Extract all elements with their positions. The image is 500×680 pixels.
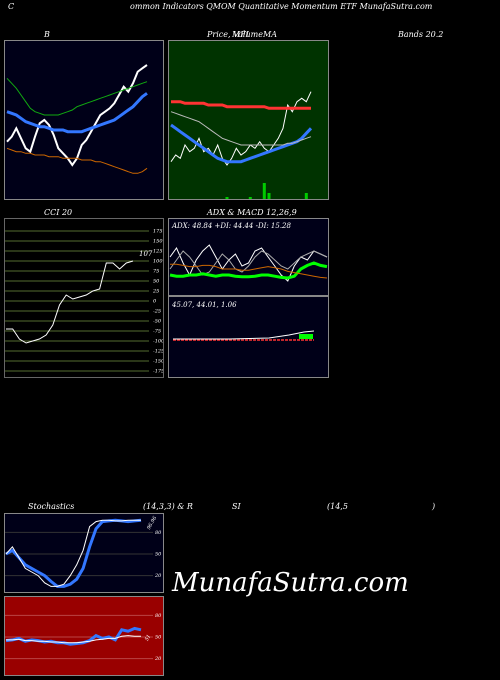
adx-series-1 (169, 250, 328, 276)
cci-tick-label: -100 (153, 339, 163, 345)
header-c: C (8, 2, 15, 11)
cci-tick-label: 125 (153, 249, 163, 255)
cci-tick-label: -175 (153, 369, 163, 375)
rsi-series-1 (6, 635, 141, 644)
adx-series-2 (169, 261, 328, 280)
adx-chart (169, 219, 328, 295)
rsi-tick-label: 80 (155, 613, 162, 619)
cci-tick-label: -50 (153, 319, 162, 325)
price-volume-panel (168, 40, 329, 200)
stochastics-panel: 80 50 20 96.96 (4, 513, 164, 593)
price-volume-chart (169, 41, 328, 199)
cci-tick-label: 150 (153, 239, 163, 245)
cci-tick-label: -25 (153, 309, 161, 315)
price-bg (169, 41, 328, 199)
stoch-tick-label: 50 (155, 552, 162, 558)
volume-bar (262, 183, 266, 199)
cci-value: 107 (139, 250, 153, 258)
rsi-chart: 80 50 20 (5, 597, 163, 675)
rsi-panel: 80 50 20 51 (4, 596, 164, 676)
volume-bar (248, 197, 252, 199)
cci-chart: 175 150 125 100 75 50 25 0 -25 -50 -75 -100 -125 -150… (5, 219, 163, 377)
bollinger-series-1 (6, 92, 148, 134)
rsi-tick-label: 20 (154, 656, 162, 662)
macd-histogram (299, 334, 313, 339)
stoch-tick-label: 20 (154, 573, 162, 579)
cci-label: CCI 20 (44, 208, 73, 217)
page-title: ommon Indicators QMOM Quantitative Momen… (130, 2, 433, 11)
macd-values: 45.07, 44.01, 1.06 (172, 301, 237, 309)
bollinger-series-2 (6, 77, 148, 116)
macd-chart (169, 297, 328, 377)
volume-bar (304, 193, 308, 199)
adx-values: ADX: 48.84 +DI: 44.44 -DI: 15.28 (172, 222, 291, 230)
rsi-close-paren: ) (432, 502, 436, 511)
bands-label: Bands 20.2 (398, 30, 444, 39)
watermark: MunafaSutra.com (172, 568, 409, 598)
bollinger-bg (5, 41, 163, 199)
cci-line (6, 260, 134, 344)
cci-tick-label: -150 (153, 359, 163, 365)
bollinger-chart (5, 41, 163, 199)
macd-line (173, 330, 315, 340)
cci-bg (5, 219, 163, 377)
macd-panel: 45.07, 44.01, 1.06 (168, 296, 329, 378)
cci-tick-label: -75 (153, 329, 161, 335)
cci-panel: 175 150 125 100 75 50 25 0 -25 -50 -75 -100 -125 -150… (4, 218, 164, 378)
cci-tick-label: 175 (153, 229, 163, 235)
cci-tick-label: 75 (153, 269, 159, 275)
stoch-tick-label: 80 (155, 530, 162, 536)
stoch-series-1 (5, 519, 141, 587)
adx-series-3 (170, 263, 328, 279)
adx-macd-label: ADX & MACD 12,26,9 (207, 208, 297, 217)
price-series-0 (170, 91, 312, 166)
bollinger-label: B (44, 30, 50, 39)
bollinger-panel (4, 40, 164, 200)
price-series-1 (170, 123, 313, 164)
stochastics-params: (14,3,3) & R (143, 502, 193, 511)
price-series-3 (170, 111, 312, 146)
rsi-params: (14,5 (327, 502, 348, 511)
stoch-bg (5, 514, 163, 592)
cci-tick-label: 100 (153, 259, 163, 265)
price-volume-label: Price, Volume (207, 30, 263, 39)
ma-label: MA (263, 30, 277, 39)
stochastics-chart: 80 50 20 (5, 514, 163, 592)
rsi-label: SI (232, 502, 241, 511)
volume-bar (267, 193, 271, 199)
mfi-label: MFI (232, 30, 249, 39)
rsi-tick-label: 50 (155, 635, 162, 641)
cci-tick-label: 25 (152, 289, 159, 295)
cci-tick-label: -125 (153, 349, 163, 355)
price-series-2 (171, 100, 311, 110)
volume-bar (225, 197, 229, 199)
cci-tick-label: 0 (153, 299, 157, 305)
adx-panel: ADX: 48.84 +DI: 44.44 -DI: 15.28 (168, 218, 329, 296)
bollinger-series-3 (6, 147, 148, 174)
cci-tick-label: 50 (153, 279, 160, 285)
stochastics-label: Stochastics (28, 502, 75, 511)
